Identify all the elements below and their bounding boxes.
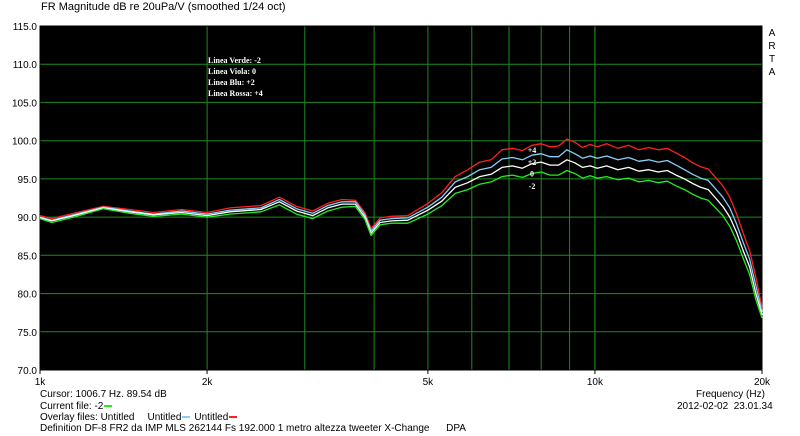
overlay-file-name: Untitled [147,412,182,423]
series-annotation: +4 [528,146,537,155]
overlay-file-swatch [135,416,144,419]
y-tick-label: 90.0 [18,213,38,224]
y-tick-label: 115.0 [13,22,38,33]
date-text: 2012-02-02 [677,401,729,412]
arta-letter: A [768,28,776,39]
overlay-files-row: Overlay files: Untitled Untitled Untitled [40,412,241,424]
series-annotation: +2 [528,158,537,167]
y-tick-label: 75.0 [18,328,38,339]
plot-area [40,26,762,370]
arta-brand-label: A R T A [766,27,778,79]
overlay-file-item[interactable]: Untitled [147,412,194,423]
legend-text: Linea Blu: +2 [208,78,255,87]
series-annotation: -2 [529,182,536,191]
series-line [39,138,763,308]
definition-text: Definition DF-8 FR2 da IMP MLS 262144 Fs… [40,423,466,434]
y-tick-label: 85.0 [18,251,38,262]
x-axis-label: Frequency (Hz) [696,389,765,400]
x-tick-label: 1k [35,377,47,388]
arta-letter: T [768,54,776,65]
arta-letter: A [768,67,776,78]
chart-title: FR Magnitude dB re 20uPa/V (smoothed 1/2… [41,1,286,13]
overlay-file-name: Untitled [194,412,229,423]
overlay-file-swatch [229,416,238,419]
legend-text: Linea Viola: 0 [208,67,256,76]
legend-text: Linea Verde: -2 [208,56,261,65]
series-annotation: 0 [530,170,534,179]
overlay-file-name: Untitled [100,412,135,423]
x-tick-label: 10k [587,377,604,388]
y-tick-label: 100.0 [12,137,37,148]
current-file-label: Current file: -2 [40,401,104,412]
series-line [39,159,763,316]
arta-letter: R [768,41,776,52]
current-file-row: Current file: -2 [40,401,116,413]
series-line [39,149,763,313]
y-tick-label: 80.0 [18,290,38,301]
x-tick-label: 2k [202,377,214,388]
overlay-file-item[interactable]: Untitled [101,412,148,423]
y-tick-label: 70.0 [18,366,38,377]
time-text: 23.01.34 [733,401,773,412]
cursor-readout: Cursor: 1006.7 Hz. 89.54 dB [40,389,167,400]
y-tick-label: 105.0 [12,98,37,109]
overlay-file-item[interactable]: Untitled [194,412,241,423]
current-file-swatch [104,405,113,408]
y-tick-label: 95.0 [18,175,38,186]
x-tick-label: 20k [754,377,771,388]
timestamp: 2012-02-02 23.01.34 [677,401,773,413]
series-line [39,169,763,319]
x-tick-label: 5k [423,377,435,388]
plot-frame [39,25,763,371]
overlay-file-swatch [182,416,191,419]
overlay-files-label: Overlay files: [40,412,98,423]
legend-text: Linea Rossa: +4 [208,89,263,98]
y-tick-label: 110.0 [13,60,38,71]
